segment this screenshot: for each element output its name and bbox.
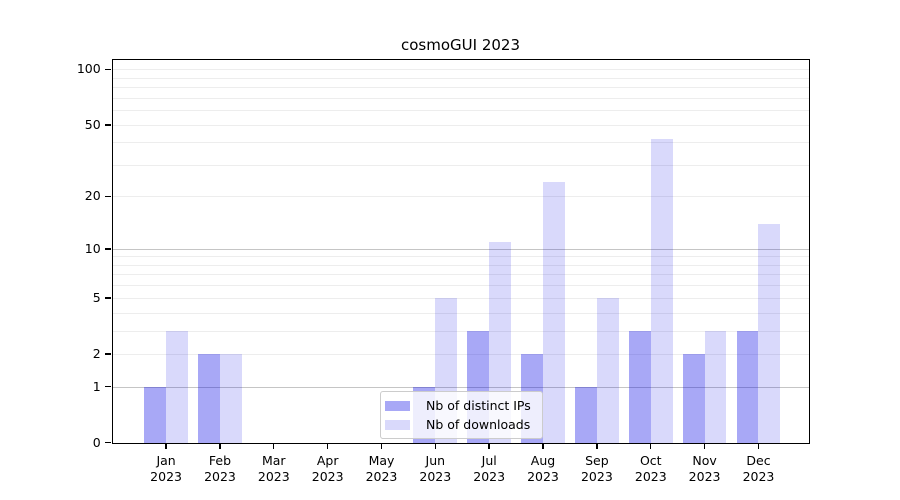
gridline: [112, 124, 809, 126]
gridline: [112, 248, 809, 250]
legend-item-downloads: Nb of downloads: [385, 417, 531, 432]
legend: Nb of distinct IPs Nb of downloads: [380, 391, 543, 439]
bar-downloads-nov: [704, 330, 727, 443]
plot-area: 0 1 2 5 10 20 50 100 Jan 2023 Feb 2023 Mar 2023 Apr…: [77, 58, 810, 484]
chart-title: cosmoGUI 2023: [401, 36, 520, 54]
legend-item-distinct-ips: Nb of distinct IPs: [385, 398, 531, 413]
gridline: [112, 142, 809, 144]
x-tick-mark: [380, 444, 383, 449]
x-axis-tick-label: Dec 2023: [742, 452, 775, 485]
gridline: [112, 353, 809, 355]
gridline: [112, 297, 809, 299]
bar-downloads-oct: [650, 138, 673, 443]
gridline: [112, 386, 809, 388]
y-axis-tick-label: 5: [92, 289, 101, 305]
gridline: [112, 256, 809, 258]
x-tick-mark: [488, 444, 490, 449]
x-axis-tick-label: Feb 2023: [204, 452, 236, 485]
x-axis-tick-label: Jun 2023: [419, 452, 452, 485]
x-axis-tick-label: Jan 2023: [150, 452, 182, 485]
gridline: [112, 196, 809, 198]
gridline: [112, 110, 809, 112]
y-axis-tick-label: 50: [84, 116, 101, 132]
y-tick-mark: [105, 195, 112, 198]
legend-swatch-distinct-ips: [385, 400, 410, 411]
y-tick-mark: [105, 248, 112, 250]
bar-distinct-ips-nov: [682, 353, 705, 443]
y-axis-tick-label: 1: [92, 378, 101, 394]
x-tick-mark: [165, 444, 167, 449]
y-tick-mark: [105, 441, 112, 444]
y-axis-tick-label: 10: [84, 240, 101, 256]
gridline: [112, 69, 809, 71]
bar-downloads-sep: [596, 297, 619, 443]
bar-distinct-ips-feb: [198, 353, 220, 443]
y-axis-tick-label: 2: [92, 345, 101, 361]
x-tick-mark: [272, 444, 275, 449]
bar-distinct-ips-sep: [575, 386, 597, 443]
gridline: [112, 77, 809, 79]
y-tick-mark: [105, 297, 112, 299]
bar-downloads-jan: [166, 330, 188, 443]
bar-distinct-ips-oct: [628, 330, 651, 443]
x-axis-tick-label: Nov 2023: [688, 452, 721, 485]
x-tick-mark: [542, 444, 544, 449]
bar-downloads-dec: [758, 223, 781, 443]
x-tick-mark: [649, 444, 652, 449]
gridline: [112, 285, 809, 287]
bar-downloads-aug: [542, 182, 565, 443]
x-tick-mark: [703, 444, 706, 449]
x-tick-mark: [596, 444, 598, 449]
x-tick-mark: [434, 444, 437, 449]
y-tick-mark: [105, 385, 112, 388]
gridline: [112, 97, 809, 99]
gridline: [112, 264, 809, 266]
y-axis-tick-label: 100: [76, 61, 101, 77]
gridline: [112, 274, 809, 276]
bar-downloads-feb: [219, 353, 242, 443]
y-tick-mark: [105, 124, 112, 126]
y-tick-mark: [105, 68, 112, 71]
y-axis-tick-label: 0: [92, 434, 101, 450]
legend-label-downloads: Nb of downloads: [426, 417, 531, 432]
x-axis-tick-label: Mar 2023: [257, 452, 290, 485]
x-axis-tick-label: Sep 2023: [580, 452, 613, 485]
x-axis-tick-label: Oct 2023: [634, 452, 667, 485]
x-tick-mark: [757, 444, 760, 449]
legend-label-distinct-ips: Nb of distinct IPs: [426, 398, 531, 413]
x-axis-tick-label: May 2023: [365, 452, 398, 485]
gridline: [112, 312, 809, 314]
y-axis-tick-label: 20: [84, 188, 101, 204]
x-axis-tick-label: Jul 2023: [473, 452, 506, 485]
y-tick-mark: [105, 353, 112, 355]
x-axis-tick-label: Aug 2023: [527, 452, 559, 485]
bar-distinct-ips-jan: [144, 386, 167, 443]
gridline: [112, 164, 809, 166]
x-tick-mark: [326, 444, 329, 449]
gridline: [112, 330, 809, 332]
bar-distinct-ips-dec: [736, 330, 759, 443]
legend-swatch-downloads: [385, 419, 410, 430]
gridline: [112, 87, 809, 89]
x-axis-tick-label: Apr 2023: [311, 452, 344, 485]
x-tick-mark: [219, 444, 221, 449]
